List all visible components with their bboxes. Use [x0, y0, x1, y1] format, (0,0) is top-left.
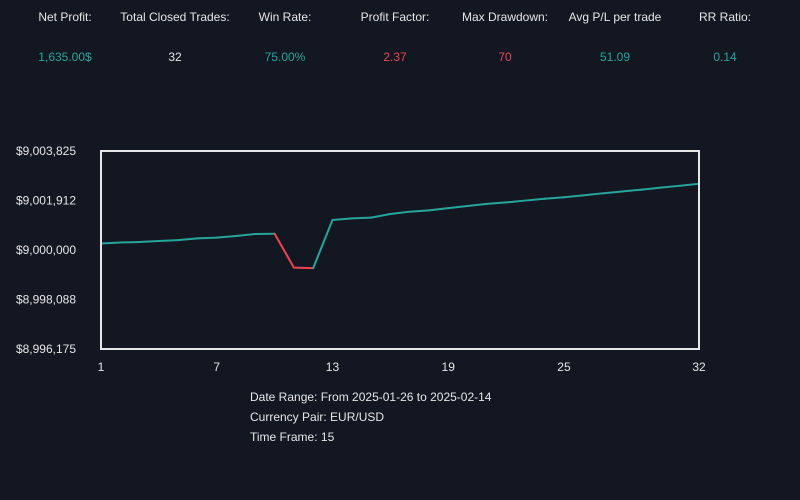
stat-label-net-profit: Net Profit: — [38, 10, 92, 24]
stat-label-avg-pl: Avg P/L per trade — [568, 10, 662, 24]
equity-line-segment — [562, 194, 585, 199]
equity-line-segment — [659, 184, 681, 189]
equity-line-segment — [350, 216, 373, 220]
stat-value-total-closed-trades: 32 — [168, 50, 182, 64]
stat-value-win-rate: 75.00% — [264, 50, 306, 64]
x-tick-label: 25 — [557, 360, 571, 374]
stat-value-max-drawdown: 70 — [498, 50, 512, 64]
equity-line-segment — [447, 205, 469, 210]
equity-line — [100, 182, 700, 270]
time-frame-text: Time Frame: 15 — [250, 430, 335, 444]
y-tick-label: $8,998,088 — [16, 292, 76, 306]
y-axis-ticks: $8,996,175 $8,998,088 $9,000,000 $9,001,912… — [16, 144, 76, 356]
equity-line-segment — [389, 210, 411, 216]
equity-line-segment — [235, 232, 257, 238]
y-tick-label: $9,001,912 — [16, 194, 76, 208]
y-tick-label: $8,996,175 — [16, 342, 76, 356]
equity-line-segment — [582, 192, 604, 197]
y-tick-label: $9,003,825 — [16, 144, 76, 158]
equity-line-segment — [485, 201, 508, 205]
stat-label-max-drawdown: Max Drawdown: — [461, 10, 549, 24]
equity-line-segment — [505, 199, 527, 204]
stat-value-net-profit: 1,635.00$ — [38, 50, 92, 64]
stat-value-avg-pl: 51.09 — [599, 50, 631, 64]
equity-line-segment — [138, 239, 160, 243]
stat-label-win-rate: Win Rate: — [258, 10, 312, 24]
equity-line-segment — [620, 188, 643, 193]
equity-line-segment — [408, 209, 430, 213]
stat-label-total-closed-trades: Total Closed Trades: — [120, 10, 230, 24]
equity-line-segment — [177, 237, 199, 242]
x-axis-ticks: 1 7 13 19 25 32 — [98, 360, 706, 374]
equity-line-segment — [524, 197, 546, 202]
equity-line-segment — [370, 213, 392, 219]
stat-value-profit-factor: 2.37 — [383, 50, 407, 64]
x-tick-label: 32 — [692, 360, 706, 374]
equity-line-segment — [100, 241, 122, 245]
equity-line-segment — [215, 235, 238, 239]
stat-value-rr-ratio: 0.14 — [713, 50, 737, 64]
x-tick-label: 19 — [442, 360, 456, 374]
equity-line-segment — [292, 266, 315, 270]
equity-line-segment — [466, 202, 488, 207]
stat-label-rr-ratio: RR Ratio: — [698, 10, 752, 24]
equity-line-segment — [196, 236, 218, 240]
x-tick-label: 1 — [98, 360, 105, 374]
stat-label-profit-factor: Profit Factor: — [360, 10, 430, 24]
currency-pair-text: Currency Pair: EUR/USD — [250, 410, 385, 424]
equity-line-segment — [331, 217, 353, 221]
equity-line-segment — [640, 186, 662, 191]
y-tick-label: $9,000,000 — [16, 243, 76, 257]
equity-line-segment — [601, 190, 623, 195]
equity-line-segment — [427, 207, 450, 212]
equity-line-segment — [273, 232, 295, 269]
plot-frame — [100, 150, 700, 350]
equity-line-segment — [678, 182, 700, 187]
equity-line-segment — [543, 196, 565, 200]
x-tick-label: 13 — [326, 360, 340, 374]
equity-line-segment — [119, 240, 141, 244]
x-tick-label: 7 — [213, 360, 220, 374]
equity-line-segment — [312, 218, 334, 270]
date-range-text: Date Range: From 2025-01-26 to 2025-02-1… — [250, 390, 492, 404]
equity-line-segment — [157, 239, 180, 242]
